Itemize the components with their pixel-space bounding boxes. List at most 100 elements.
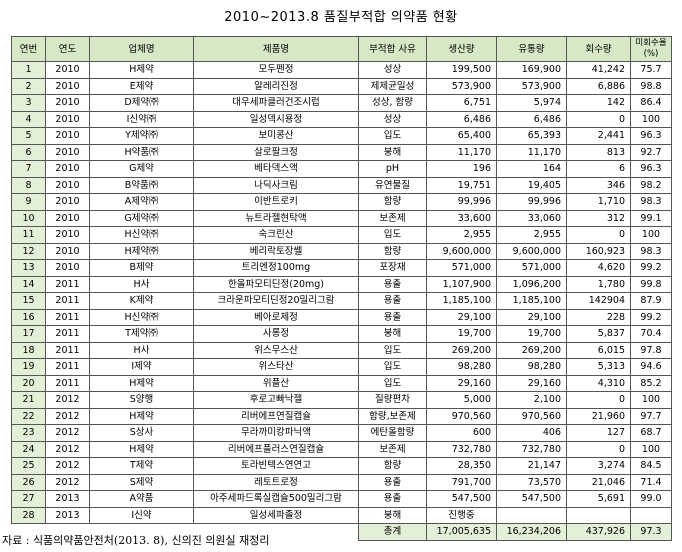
cell-unrecovered-rate: 94.6 [630, 358, 672, 376]
cell-no: 27 [11, 490, 46, 508]
cell-distribution: 9,600,000 [496, 242, 567, 260]
cell-distribution: 269,200 [496, 341, 567, 359]
cell-unrecovered-rate: 98.8 [630, 77, 672, 95]
cell-year: 2010 [45, 242, 90, 260]
cell-reason: 용출 [358, 275, 427, 293]
cell-product: 숙크린산 [193, 226, 359, 244]
cell-recovered: 1,780 [566, 275, 631, 293]
cell-recovered: 346 [566, 176, 631, 194]
cell-product: 알레리진정 [193, 77, 359, 95]
table-row: 22 2012 H제약 리버에프연질캡슐 함량,보존제 970,560 970,560 21,… [11, 407, 672, 425]
cell-unrecovered-rate: 98.3 [630, 193, 672, 211]
cell-company: T제약 [89, 457, 194, 475]
cell-no: 9 [11, 193, 46, 211]
table-row: 26 2012 S제약 레토트로정 용출 791,700 73,570 21,046 71.4 [11, 473, 672, 491]
cell-no: 3 [11, 94, 46, 112]
cell-company: H신약㈜ [89, 308, 194, 326]
cell-company: H사 [89, 275, 194, 293]
header-reason: 부적합 사유 [358, 36, 427, 62]
cell-distribution: 33,060 [496, 209, 567, 227]
cell-no: 11 [11, 226, 46, 244]
cell-company: H제약 [89, 407, 194, 425]
total-production: 17,005,635 [426, 523, 497, 541]
cell-reason: 유연물질 [358, 176, 427, 194]
cell-recovered: 0 [566, 440, 631, 458]
cell-unrecovered-rate: 84.5 [630, 457, 672, 475]
cell-distribution: 65,393 [496, 127, 567, 145]
cell-reason: 용출 [358, 292, 427, 310]
table-row: 21 2012 S양행 후로고빠낙젤 질량편차 5,000 2,100 0 100 [11, 391, 672, 409]
cell-company: A제약㈜ [89, 193, 194, 211]
cell-recovered: 2,441 [566, 127, 631, 145]
cell-production: 65,400 [426, 127, 497, 145]
cell-no: 14 [11, 275, 46, 293]
cell-no: 8 [11, 176, 46, 194]
cell-unrecovered-rate: 96.3 [630, 127, 672, 145]
cell-company: H제약㈜ [89, 242, 194, 260]
cell-no: 15 [11, 292, 46, 310]
cell-product: 리버에프연질캡슐 [193, 407, 359, 425]
cell-production: 970,560 [426, 407, 497, 425]
cell-unrecovered-rate: 96.3 [630, 160, 672, 178]
cell-recovered: 312 [566, 209, 631, 227]
header-company: 업체명 [89, 36, 194, 62]
table-row: 17 2011 T제약㈜ 사롱정 붕해 19,700 19,700 5,837 70.4 [11, 325, 672, 343]
cell-year: 2013 [45, 506, 90, 524]
cell-year: 2010 [45, 110, 90, 128]
cell-production: 732,780 [426, 440, 497, 458]
total-spacer [11, 523, 46, 540]
table-row: 28 2013 I신약 일성세파졸정 붕해 진행중 [11, 506, 672, 524]
cell-distribution: 164 [496, 160, 567, 178]
cell-recovered: 21,960 [566, 407, 631, 425]
cell-unrecovered-rate: 99.8 [630, 275, 672, 293]
cell-reason: 제제균일성 [358, 77, 427, 95]
cell-recovered: 0 [566, 391, 631, 409]
table-row: 23 2012 S상사 무라까미캉파닉액 에탄올함량 600 406 127 68.7 [11, 424, 672, 442]
cell-company: D제약㈜ [89, 94, 194, 112]
cell-recovered: 5,837 [566, 325, 631, 343]
cell-reason: pH [358, 160, 427, 178]
cell-year: 2011 [45, 292, 90, 310]
cell-reason: 포장재 [358, 259, 427, 277]
cell-company: T제약㈜ [89, 325, 194, 343]
cell-product: 후로고빠낙젤 [193, 391, 359, 409]
cell-distribution: 2,100 [496, 391, 567, 409]
cell-year: 2012 [45, 473, 90, 491]
cell-distribution: 169,900 [496, 61, 567, 79]
cell-recovered: 813 [566, 143, 631, 161]
cell-production: 29,100 [426, 308, 497, 326]
total-distribution: 16,234,206 [496, 523, 567, 541]
cell-unrecovered-rate: 100 [630, 226, 672, 244]
cell-reason: 보존제 [358, 440, 427, 458]
cell-product: 베아로제정 [193, 308, 359, 326]
header-product: 제품명 [193, 36, 359, 62]
cell-unrecovered-rate: 92.7 [630, 143, 672, 161]
header-row: 연번 연도 업체명 제품명 부적합 사유 생산량 유통량 회수량 미회수율(%) [11, 36, 672, 62]
cell-company: H사 [89, 341, 194, 359]
cell-no: 26 [11, 473, 46, 491]
cell-product: 리버에프플러스연질캡슐 [193, 440, 359, 458]
cell-company: Y제약㈜ [89, 127, 194, 145]
table-row: 20 2011 H제약 위플산 입도 29,160 29,160 4,310 85.2 [11, 374, 672, 392]
cell-unrecovered-rate: 97.7 [630, 407, 672, 425]
cell-recovered: 3,274 [566, 457, 631, 475]
cell-reason: 성상, 함량 [358, 94, 427, 112]
source-note: 자료 : 식품의약품안전처(2013. 8), 신의진 의원실 재정리 [2, 534, 270, 547]
cell-year: 2012 [45, 457, 90, 475]
cell-no: 4 [11, 110, 46, 128]
cell-year: 2010 [45, 209, 90, 227]
cell-distribution: 571,000 [496, 259, 567, 277]
cell-product: 위플산 [193, 374, 359, 392]
table-row: 2 2010 E제약 알레리진정 제제균일성 573,900 573,900 6,886 98.… [11, 77, 672, 95]
cell-reason: 입도 [358, 358, 427, 376]
cell-recovered: 1,710 [566, 193, 631, 211]
cell-reason: 함량 [358, 457, 427, 475]
cell-reason: 용출 [358, 308, 427, 326]
cell-year: 2011 [45, 325, 90, 343]
cell-recovered: 5,691 [566, 490, 631, 508]
cell-unrecovered-rate: 100 [630, 391, 672, 409]
cell-distribution: 970,560 [496, 407, 567, 425]
cell-distribution: 1,185,100 [496, 292, 567, 310]
table-row: 3 2010 D제약㈜ 대우세파클러건조시럽 성상, 함량 6,751 5,974 142 86… [11, 94, 672, 112]
table-row: 16 2011 H신약㈜ 베아로제정 용출 29,100 29,100 228 99.2 [11, 308, 672, 326]
